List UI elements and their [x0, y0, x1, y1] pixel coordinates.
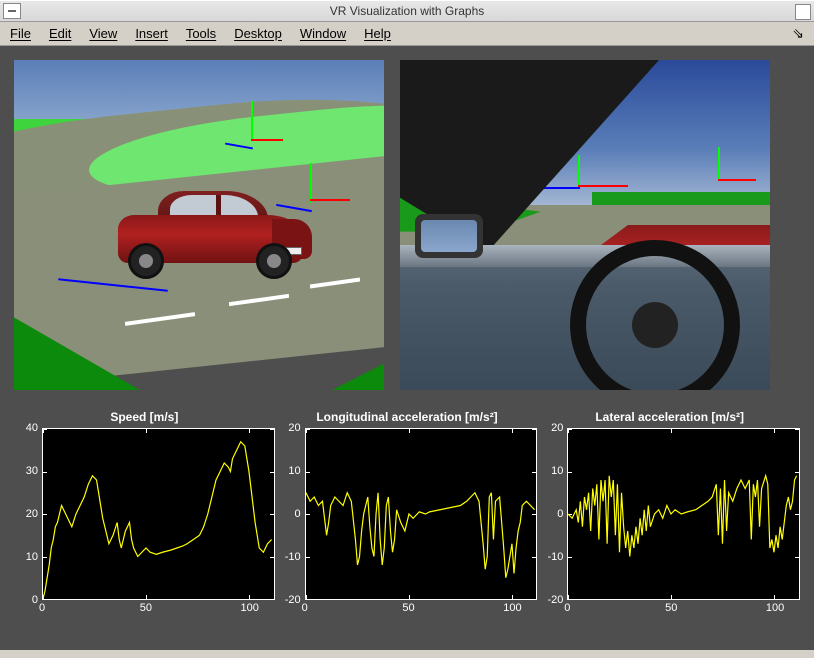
ytick-label: 30	[26, 465, 38, 477]
side-mirror	[415, 214, 483, 258]
ytick-label: 0	[557, 508, 563, 520]
viewport-row	[14, 60, 800, 390]
ytick-label: 0	[32, 594, 38, 606]
statusbar	[0, 650, 814, 658]
maximize-icon[interactable]	[795, 4, 811, 20]
ytick-label: -10	[285, 551, 301, 563]
ytick-label: 40	[26, 422, 38, 434]
xtick-label: 0	[564, 602, 570, 614]
plot-row: Speed [m/s]010203040050100Longitudinal a…	[14, 410, 800, 618]
xtick-label: 50	[665, 602, 677, 614]
axes-area	[305, 428, 538, 600]
menubar: File Edit View Insert Tools Desktop Wind…	[0, 22, 814, 46]
ytick-label: -20	[547, 594, 563, 606]
toolbar-overflow-icon[interactable]: ⇘	[792, 25, 804, 42]
xtick-label: 0	[39, 602, 45, 614]
titlebar: VR Visualization with Graphs	[0, 0, 814, 22]
menu-edit[interactable]: Edit	[49, 26, 71, 41]
axes-area	[567, 428, 800, 600]
menu-tools[interactable]: Tools	[186, 26, 216, 41]
plot-title: Longitudinal acceleration [m/s²]	[277, 410, 538, 428]
plot-lat-accel[interactable]: Lateral acceleration [m/s²] -20 -10 0 10 20 0 5…	[539, 410, 800, 618]
plot-speed[interactable]: Speed [m/s] 0 10 20 30 40 0 50 100	[14, 410, 275, 618]
menu-desktop[interactable]: Desktop	[234, 26, 282, 41]
viewport-interior[interactable]	[400, 60, 770, 390]
window-title: VR Visualization with Graphs	[330, 4, 485, 18]
ytick-label: 10	[26, 551, 38, 563]
menu-view[interactable]: View	[89, 26, 117, 41]
ytick-label: 0	[295, 508, 301, 520]
xtick-label: 50	[140, 602, 152, 614]
ytick-label: 10	[551, 465, 563, 477]
xtick-label: 100	[241, 602, 259, 614]
menu-window[interactable]: Window	[300, 26, 346, 41]
menu-file[interactable]: File	[10, 26, 31, 41]
ytick-label: -10	[547, 551, 563, 563]
plot-title: Speed [m/s]	[14, 410, 275, 428]
ytick-label: 10	[288, 465, 300, 477]
menu-insert[interactable]: Insert	[135, 26, 168, 41]
plot-long-accel[interactable]: Longitudinal acceleration [m/s²] -20 -10 0 1…	[277, 410, 538, 618]
ytick-label: 20	[26, 508, 38, 520]
xtick-label: 100	[503, 602, 521, 614]
window-menu-icon[interactable]	[3, 3, 21, 19]
xtick-label: 50	[402, 602, 414, 614]
figure-content: Speed [m/s]010203040050100Longitudinal a…	[0, 46, 814, 650]
viewport-exterior[interactable]	[14, 60, 384, 390]
ytick-label: 20	[551, 422, 563, 434]
ytick-label: 20	[288, 422, 300, 434]
menu-help[interactable]: Help	[364, 26, 391, 41]
xtick-label: 0	[302, 602, 308, 614]
ytick-label: -20	[285, 594, 301, 606]
xtick-label: 100	[766, 602, 784, 614]
vehicle-model	[118, 185, 308, 280]
dashboard	[400, 245, 770, 390]
plot-title: Lateral acceleration [m/s²]	[539, 410, 800, 428]
axes-area	[42, 428, 275, 600]
